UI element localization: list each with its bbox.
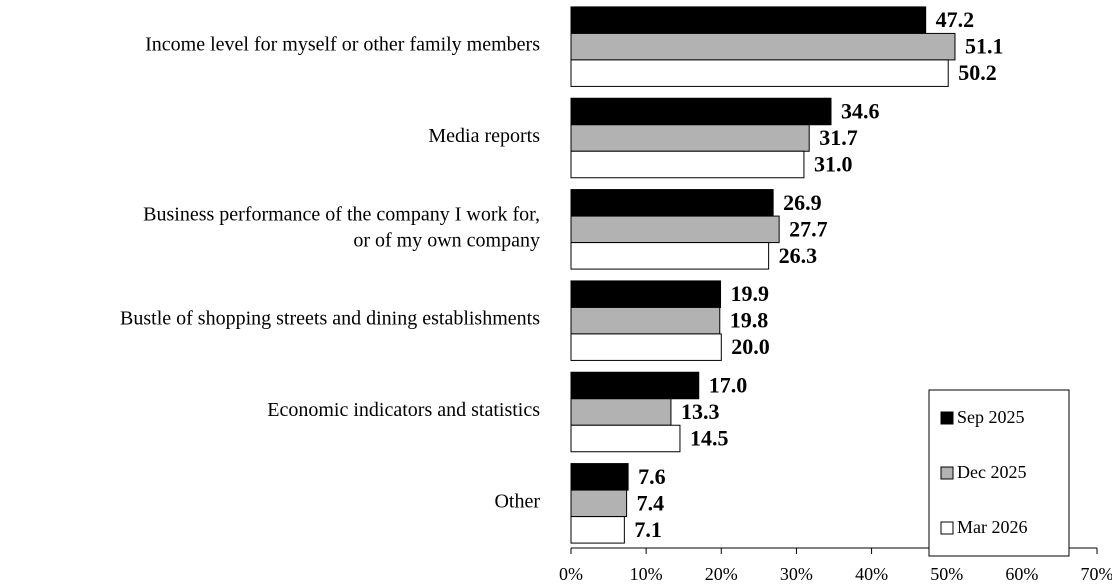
category-label-line: or of my own company — [353, 229, 540, 251]
category-label-line: Media reports — [428, 125, 540, 147]
bar — [570, 280, 722, 308]
legend-label: Dec 2025 — [957, 462, 1026, 482]
legend-swatch — [940, 466, 954, 480]
bar — [570, 242, 770, 270]
x-tick-label: 60% — [1005, 564, 1038, 584]
value-label: 20.0 — [731, 334, 770, 359]
value-label: 50.2 — [958, 60, 997, 85]
category-label: Media reports — [428, 125, 540, 147]
category-label-line: Other — [494, 490, 540, 512]
category-label-line: Income level for myself or other family … — [145, 33, 540, 55]
legend-label: Mar 2026 — [957, 517, 1028, 537]
bar — [570, 424, 681, 453]
category-label: Income level for myself or other family … — [145, 33, 540, 55]
bar — [570, 59, 949, 87]
bar — [570, 189, 774, 217]
legend: Sep 2025 Dec 2025 Mar 2026 — [928, 389, 1070, 557]
category-label: Bustle of shopping streets and dining es… — [120, 307, 540, 329]
category-label-line: Economic indicators and statistics — [267, 399, 540, 421]
value-label: 26.9 — [783, 190, 822, 215]
category-label: Business performance of the company I wo… — [143, 203, 540, 251]
value-label: 7.6 — [638, 464, 666, 489]
value-label: 14.5 — [690, 426, 729, 451]
value-label: 7.4 — [637, 490, 665, 515]
bar — [570, 489, 628, 518]
bar — [570, 516, 625, 544]
bar — [570, 150, 805, 179]
category-label: Other — [494, 490, 540, 512]
value-label: 27.7 — [789, 216, 828, 241]
bar — [570, 463, 629, 491]
value-label: 26.3 — [779, 243, 818, 268]
value-label: 51.1 — [965, 34, 1004, 59]
x-tick-label: 40% — [855, 564, 888, 584]
bar — [570, 398, 672, 426]
value-label: 19.9 — [731, 281, 770, 306]
value-label: 17.0 — [709, 373, 748, 398]
category-label: Economic indicators and statistics — [267, 399, 540, 421]
bar — [570, 215, 780, 244]
legend-swatch — [940, 411, 954, 425]
bar — [570, 371, 700, 400]
value-label: 31.7 — [819, 125, 858, 150]
bar — [570, 6, 927, 34]
x-tick-label: 70% — [1081, 564, 1112, 584]
value-label: 47.2 — [936, 7, 975, 32]
bar — [570, 32, 956, 61]
category-label-line: Business performance of the company I wo… — [143, 203, 540, 225]
x-tick-label: 50% — [930, 564, 963, 584]
value-label: 13.3 — [681, 399, 720, 424]
bar — [570, 306, 721, 335]
category-label-line: Bustle of shopping streets and dining es… — [120, 307, 540, 329]
value-label: 19.8 — [730, 308, 769, 333]
x-tick-label: 20% — [705, 564, 738, 584]
x-tick-label: 30% — [780, 564, 813, 584]
legend-label: Sep 2025 — [957, 407, 1025, 427]
x-tick-label: 0% — [559, 564, 583, 584]
value-label: 34.6 — [841, 99, 880, 124]
bar — [570, 97, 832, 126]
value-label: 7.1 — [634, 517, 662, 542]
value-label: 31.0 — [814, 152, 853, 177]
x-tick-label: 10% — [630, 564, 663, 584]
legend-swatch — [940, 521, 954, 535]
bar — [570, 333, 722, 361]
bar — [570, 124, 810, 152]
